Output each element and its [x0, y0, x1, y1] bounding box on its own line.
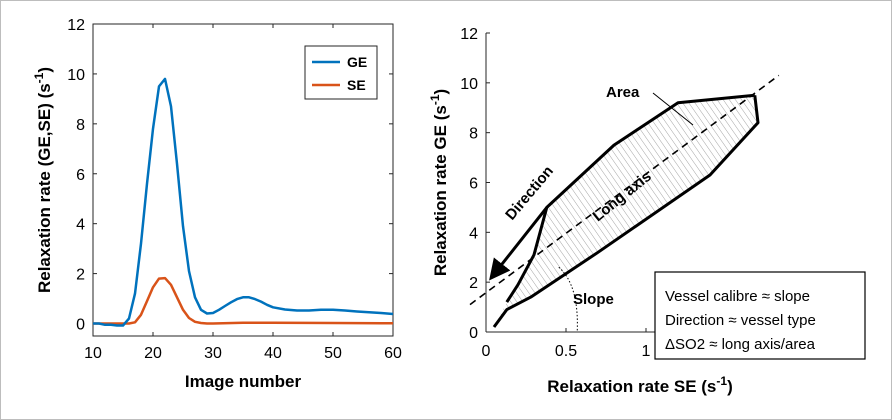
y-tick-label: 12 — [67, 17, 85, 34]
area-pointer-line — [652, 92, 694, 126]
note-line: ΔSO2 ≈ long axis/area — [665, 336, 816, 353]
x-tick-label: 1 — [642, 343, 651, 360]
right-y-axis-label: Relaxation rate GE (s-1) — [428, 89, 450, 276]
left-chart: 10 20 30 40 50 60 0 2 4 6 8 10 12 Image number Relax… — [32, 17, 402, 391]
notes-box: Vessel calibre ≈ slope Direction ≈ vesse… — [654, 271, 866, 360]
notes-box-border — [654, 271, 866, 360]
y-tick-label: 4 — [469, 225, 478, 242]
loop-lower-curve — [492, 95, 760, 328]
x-tick-label: 20 — [144, 345, 162, 362]
series-line-se — [93, 276, 394, 325]
left-ticks: 10 20 30 40 50 60 0 2 4 6 8 10 12 — [67, 17, 402, 362]
x-tick-label: 0 — [482, 343, 491, 360]
x-tick-label: 50 — [324, 345, 342, 362]
annotation-slope: Slope — [573, 291, 614, 308]
series-line-ge — [93, 77, 394, 327]
long-axis-line — [469, 74, 780, 306]
x-tick-label: 0.5 — [555, 343, 577, 360]
left-y-axis-label: Relaxation rate (GE,SE) (s-1) — [32, 67, 54, 293]
y-tick-label: 4 — [76, 217, 85, 234]
y-tick-label: 0 — [469, 325, 478, 342]
y-tick-label: 6 — [76, 167, 85, 184]
x-tick-label: 10 — [84, 345, 102, 362]
y-tick-label: 0 — [76, 317, 85, 334]
x-tick-label: 60 — [384, 345, 402, 362]
left-legend: GE SE — [304, 45, 378, 100]
right-marks — [469, 74, 780, 333]
right-x-axis-label: Relaxation rate SE (s-1) — [547, 374, 732, 396]
legend-box — [304, 45, 378, 100]
y-tick-label: 10 — [460, 76, 478, 93]
y-tick-label: 12 — [460, 26, 478, 43]
legend-label-se: SE — [347, 77, 366, 93]
direction-arrow — [489, 206, 548, 281]
loop-upper-curve — [505, 93, 755, 303]
x-tick-label: 30 — [204, 345, 222, 362]
note-line: Vessel calibre ≈ slope — [665, 288, 810, 305]
left-series — [93, 77, 394, 327]
y-tick-label: 8 — [469, 126, 478, 143]
annotation-area: Area — [606, 84, 640, 101]
legend-label-ge: GE — [347, 54, 367, 70]
y-tick-label: 8 — [76, 117, 85, 134]
y-tick-label: 6 — [469, 176, 478, 193]
y-tick-label: 10 — [67, 67, 85, 84]
note-line: Direction ≈ vessel type — [665, 312, 816, 329]
right-ticks: 0 2 4 6 8 10 12 0 0.5 1 — [460, 26, 655, 360]
y-tick-label: 2 — [76, 267, 85, 284]
hysteresis-area-fill — [494, 95, 758, 327]
left-x-axis-label: Image number — [185, 372, 302, 391]
y-tick-label: 2 — [469, 275, 478, 292]
x-tick-label: 40 — [264, 345, 282, 362]
